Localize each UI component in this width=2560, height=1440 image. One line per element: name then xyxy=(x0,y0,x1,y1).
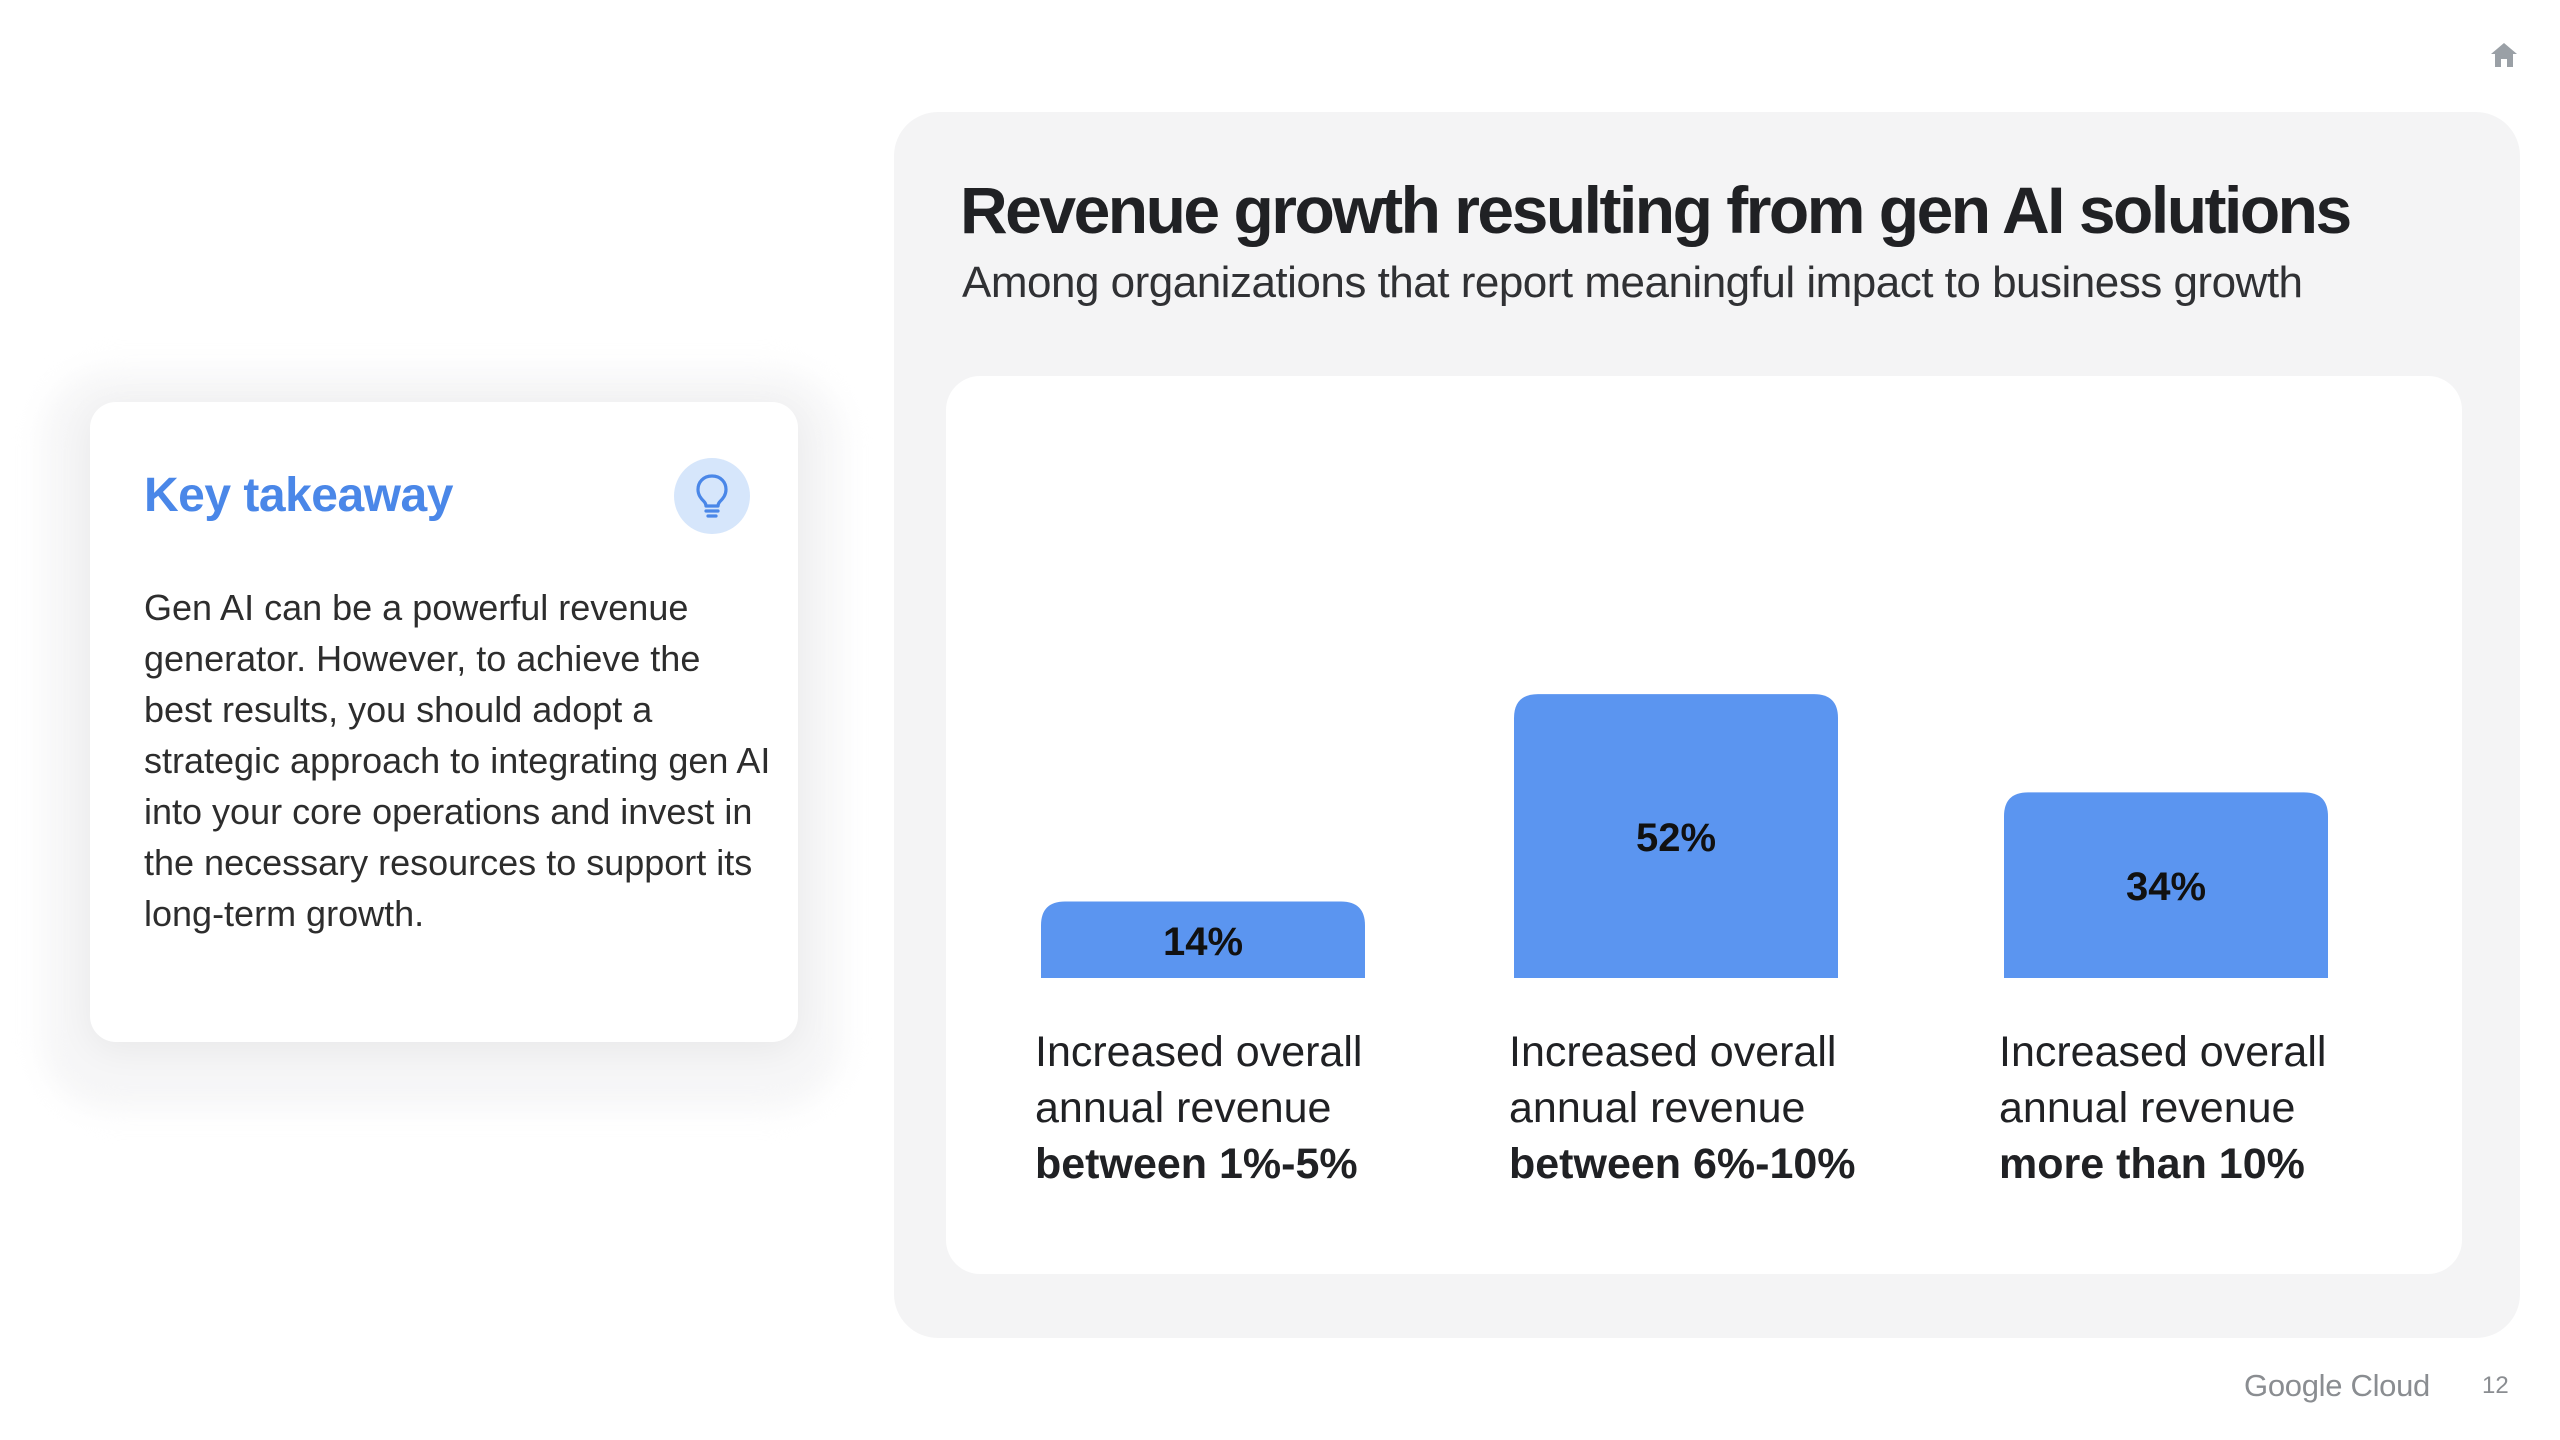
category-label-3: Increased overall annual revenue more than… xyxy=(1999,1024,2399,1192)
category-label-range: more than 10% xyxy=(1999,1140,2305,1188)
chart-subtitle: Among organizations that report meaningf… xyxy=(962,258,2303,307)
chart-panel: Revenue growth resulting from gen AI sol… xyxy=(894,112,2520,1338)
category-label-1: Increased overall annual revenue between 1… xyxy=(1035,1024,1435,1192)
bar-3 xyxy=(2004,792,2328,978)
bar-chart: 14% 52% 34% xyxy=(1041,694,2328,978)
takeaway-card: Key takeaway Gen AI can be a powerful re… xyxy=(90,402,798,1042)
bar-value-label-3: 34% xyxy=(2126,865,2206,909)
category-label-2: Increased overall annual revenue between 6… xyxy=(1509,1024,1909,1192)
footer-brand: Google Cloud xyxy=(2244,1368,2430,1403)
chart-area: 14% 52% 34% Increased overall annual revenu… xyxy=(946,376,2462,1274)
category-label-line2: annual revenue xyxy=(1035,1084,1332,1132)
chart-title: Revenue growth resulting from gen AI sol… xyxy=(960,173,2352,247)
page-number: 12 xyxy=(2482,1372,2509,1399)
bar-2 xyxy=(1514,694,1838,978)
takeaway-title: Key takeaway xyxy=(144,469,453,522)
bar-value-label-2: 52% xyxy=(1636,816,1716,860)
category-label-line2: annual revenue xyxy=(1999,1084,2296,1132)
bar-value-label-1: 14% xyxy=(1163,920,1243,964)
category-label-line1: Increased overall xyxy=(1509,1028,1837,1076)
category-label-line1: Increased overall xyxy=(1999,1028,2327,1076)
takeaway-body: Gen AI can be a powerful revenue generat… xyxy=(144,587,771,934)
category-label-range: between 1%-5% xyxy=(1035,1140,1358,1188)
bar-1 xyxy=(1041,901,1365,978)
home-icon[interactable] xyxy=(2490,42,2518,68)
lightbulb-icon-glyph xyxy=(696,474,728,518)
category-label-line2: annual revenue xyxy=(1509,1084,1806,1132)
category-label-range: between 6%-10% xyxy=(1509,1140,1856,1188)
category-label-line1: Increased overall xyxy=(1035,1028,1363,1076)
lightbulb-icon xyxy=(674,458,750,534)
